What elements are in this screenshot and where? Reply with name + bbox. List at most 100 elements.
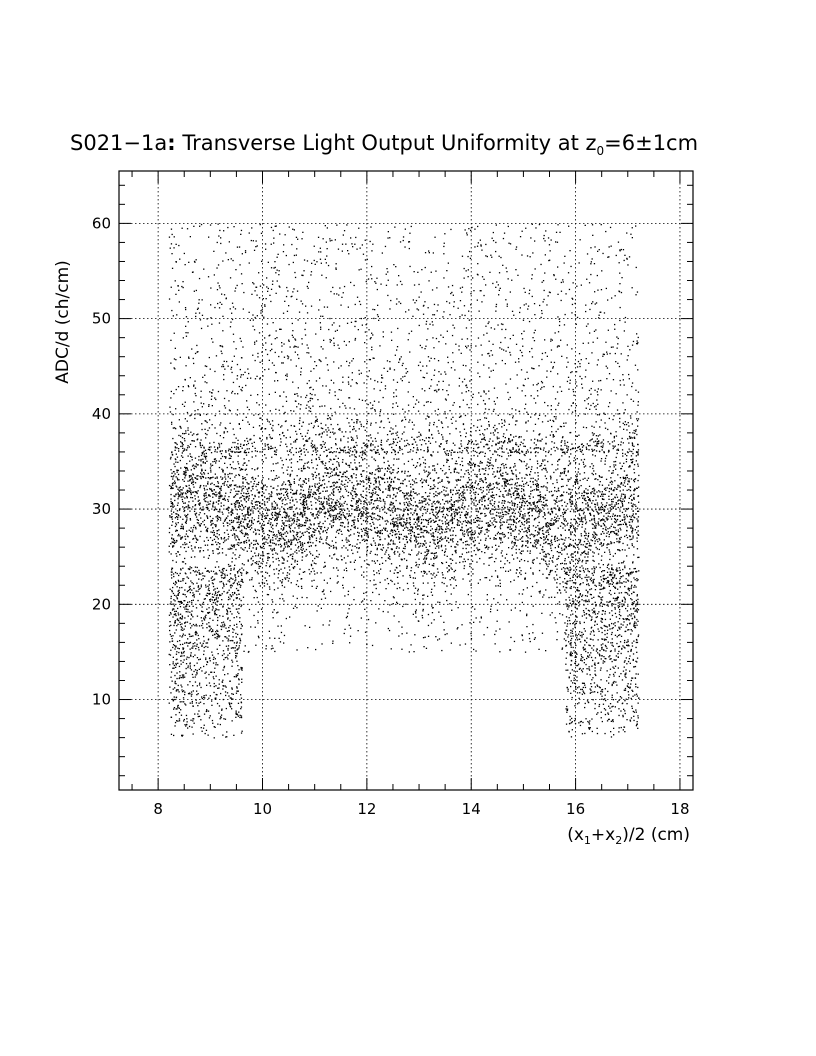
data-point-866: [356, 480, 358, 482]
data-point-121: [392, 469, 394, 471]
data-point-178: [592, 559, 594, 562]
data-point-1428: [491, 496, 494, 498]
data-point-3506: [367, 528, 370, 530]
data-point-3153: [571, 500, 573, 502]
data-point-962: [585, 543, 587, 545]
data-point-3063: [171, 516, 173, 518]
data-point-2338: [607, 441, 609, 443]
data-point-4493: [515, 536, 517, 538]
data-point-23: [554, 537, 556, 539]
data-point-1826: [502, 495, 504, 497]
data-point-4245: [370, 499, 372, 502]
data-point-1008: [336, 504, 338, 507]
data-point-1617: [517, 576, 519, 578]
data-point-4179: [354, 559, 356, 561]
data-point-3707: [222, 477, 224, 479]
data-point-4851: [201, 423, 203, 425]
data-point-2662: [309, 527, 312, 529]
data-point-4257: [284, 512, 287, 514]
data-point-2101: [637, 534, 639, 536]
data-point-1711: [515, 487, 518, 490]
data-point-4106: [637, 495, 639, 497]
data-point-491: [229, 454, 231, 457]
data-point-4310: [442, 577, 444, 579]
data-point-3620: [189, 519, 192, 521]
data-point-1958: [478, 524, 480, 526]
data-point-3608: [200, 465, 202, 467]
data-point-3550: [214, 524, 216, 526]
data-point-368: [556, 537, 558, 539]
data-point-655: [168, 527, 171, 529]
data-point-1383: [409, 483, 412, 485]
data-point-3045: [414, 540, 416, 542]
data-point-4584: [418, 546, 420, 548]
data-point-2831: [589, 545, 591, 547]
data-point-1251: [254, 501, 256, 503]
data-point-3313: [597, 513, 600, 515]
data-point-198: [402, 529, 404, 531]
data-point-809: [382, 491, 384, 493]
data-point-637: [501, 517, 503, 519]
data-point-1721: [590, 588, 593, 590]
data-point-2010: [228, 453, 230, 455]
data-point-631: [176, 447, 178, 449]
data-point-2543: [450, 519, 452, 521]
data-point-787: [528, 508, 530, 510]
data-point-2715: [274, 508, 276, 510]
data-point-3192: [314, 486, 317, 488]
data-point-837: [233, 544, 236, 546]
data-point-1188: [512, 524, 514, 526]
data-point-427: [605, 455, 608, 457]
data-point-135: [519, 508, 521, 510]
data-point-923: [364, 458, 366, 460]
data-point-2760: [336, 481, 338, 483]
data-point-2525: [253, 597, 255, 599]
data-point-3393: [358, 514, 360, 516]
data-point-2015: [591, 518, 593, 520]
data-point-1108: [420, 507, 422, 509]
data-point-1856: [398, 522, 400, 525]
data-point-2610: [258, 481, 260, 484]
data-point-738: [479, 517, 481, 520]
data-point-1813: [317, 556, 319, 558]
data-point-3203: [333, 509, 335, 511]
data-point-3787: [255, 500, 258, 503]
data-point-1237: [398, 533, 401, 535]
data-point-3666: [225, 508, 227, 510]
data-point-471: [403, 495, 406, 497]
data-point-3788: [398, 487, 400, 489]
data-point-531: [235, 548, 237, 551]
data-point-3018: [374, 531, 376, 533]
data-point-1646: [511, 483, 513, 486]
data-point-2950: [400, 525, 403, 527]
data-point-2761: [481, 492, 483, 494]
data-point-3586: [592, 488, 594, 490]
data-point-4739: [368, 485, 371, 487]
data-point-0: [178, 494, 180, 496]
data-point-4268: [578, 538, 580, 541]
data-point-2349: [584, 517, 586, 519]
data-point-1249: [462, 492, 464, 495]
data-point-4140: [209, 487, 211, 490]
data-point-1406: [599, 539, 601, 541]
data-point-2106: [437, 541, 439, 543]
data-point-1245: [450, 503, 452, 505]
data-point-3434: [435, 472, 438, 474]
data-point-1244: [464, 541, 467, 543]
data-point-1369: [515, 545, 518, 547]
data-point-3257: [361, 539, 364, 541]
data-point-2131: [422, 531, 424, 534]
data-point-626: [194, 446, 197, 448]
data-point-4094: [382, 544, 384, 546]
data-point-3907: [601, 508, 604, 511]
data-point-2732: [448, 569, 450, 571]
data-point-2481: [406, 582, 409, 585]
data-point-374: [449, 520, 451, 522]
data-point-2484: [545, 477, 548, 480]
data-point-2312: [433, 557, 435, 559]
data-point-642: [486, 528, 488, 530]
data-point-2304: [537, 539, 539, 541]
data-point-1040: [268, 520, 270, 522]
data-point-3962: [355, 441, 357, 444]
data-point-156: [434, 515, 436, 517]
